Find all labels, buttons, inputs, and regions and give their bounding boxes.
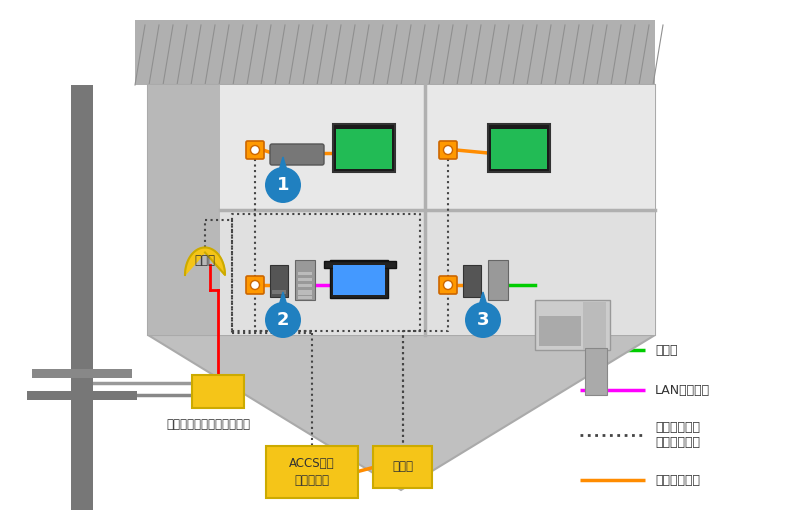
Bar [220, 210, 425, 335]
Bar [539, 316, 581, 346]
Circle shape [443, 281, 453, 289]
Polygon shape [585, 348, 607, 395]
Bar [298, 290, 312, 295]
Bar [425, 210, 655, 335]
Text: 同軸ケーブル: 同軸ケーブル [655, 473, 700, 486]
Bar [270, 265, 288, 297]
Text: 引込用端子（タップオフ）: 引込用端子（タップオフ） [166, 418, 250, 430]
Bar [298, 290, 312, 293]
Bar [324, 261, 396, 268]
Polygon shape [148, 335, 655, 490]
Bar [148, 85, 220, 335]
Bar [298, 296, 312, 299]
Bar [330, 260, 388, 298]
Bar [425, 85, 655, 210]
FancyBboxPatch shape [270, 144, 324, 165]
Bar [583, 302, 606, 350]
Bar [488, 124, 550, 172]
Circle shape [443, 146, 453, 154]
Text: 電話線: 電話線 [655, 344, 678, 357]
Bar [333, 124, 395, 172]
Bar [463, 265, 481, 297]
Bar [71, 85, 93, 510]
Bar [27, 391, 137, 400]
FancyBboxPatch shape [246, 276, 264, 294]
Bar [298, 284, 312, 287]
Circle shape [265, 167, 301, 203]
Polygon shape [276, 157, 290, 181]
Bar [220, 85, 425, 210]
Text: 2: 2 [277, 311, 290, 329]
Text: 保安器: 保安器 [194, 254, 215, 267]
Bar [336, 129, 392, 169]
Bar [535, 300, 610, 350]
Circle shape [250, 281, 259, 289]
Bar [272, 290, 286, 294]
Bar [298, 272, 312, 275]
Bar [491, 129, 547, 169]
FancyBboxPatch shape [439, 141, 457, 159]
Text: 1: 1 [277, 176, 290, 194]
Text: 3: 3 [477, 311, 490, 329]
FancyBboxPatch shape [373, 446, 432, 488]
FancyBboxPatch shape [439, 276, 457, 294]
FancyBboxPatch shape [266, 446, 358, 498]
Bar [488, 260, 508, 300]
Bar [295, 260, 315, 300]
Text: LANケーブル: LANケーブル [655, 384, 710, 397]
Bar [135, 20, 655, 85]
Polygon shape [276, 292, 290, 316]
Bar [32, 369, 132, 378]
Circle shape [465, 302, 501, 338]
Bar [192, 375, 244, 408]
Circle shape [265, 302, 301, 338]
Text: ACCS対応
ブースター: ACCS対応 ブースター [289, 457, 335, 487]
FancyBboxPatch shape [246, 141, 264, 159]
Bar [333, 265, 385, 295]
Text: 分配器: 分配器 [392, 461, 413, 473]
Polygon shape [476, 292, 490, 316]
Polygon shape [185, 247, 225, 275]
Bar [298, 278, 312, 281]
Bar [148, 85, 655, 335]
Circle shape [250, 146, 259, 154]
Text: 同軸ケーブル
（屋内配線）: 同軸ケーブル （屋内配線） [655, 421, 700, 449]
